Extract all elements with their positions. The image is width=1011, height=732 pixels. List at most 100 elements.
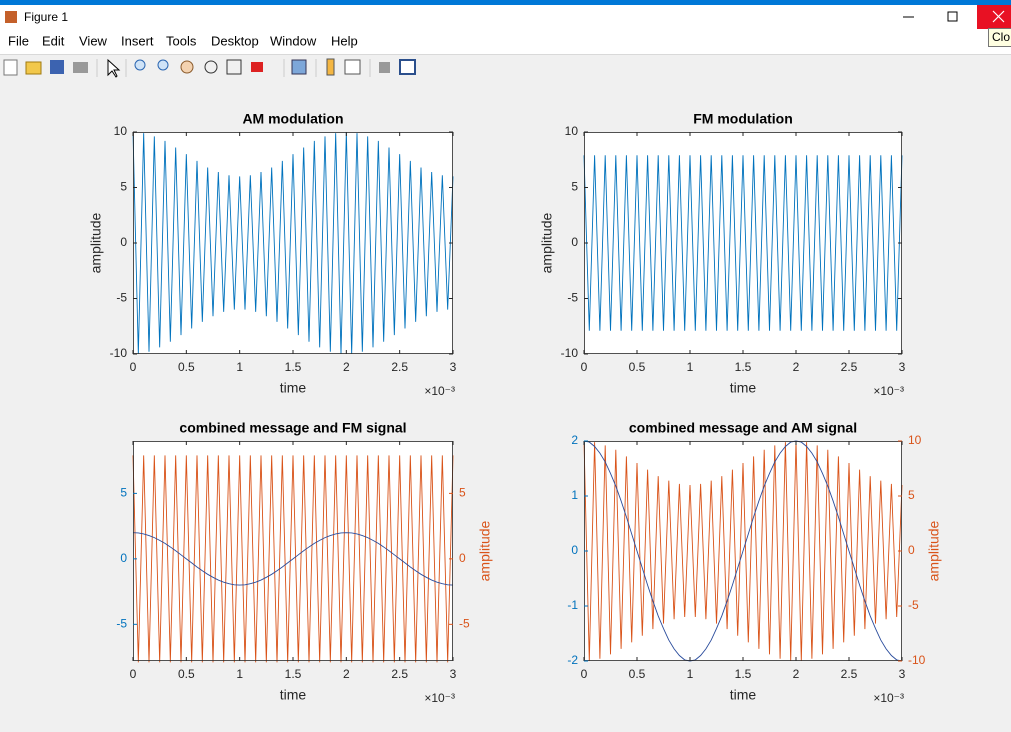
x-tick-label: 3	[899, 667, 906, 681]
y-tick-label: -10	[110, 346, 128, 360]
x-tick-label: 2	[793, 360, 800, 374]
y-tick-label: -1	[567, 598, 578, 612]
y-tick-label: -5	[567, 291, 578, 305]
menu-item[interactable]: Insert	[121, 33, 154, 48]
y-tick-label: 10	[114, 124, 128, 138]
menu-item[interactable]: File	[8, 33, 29, 48]
x-tick-label: 2.5	[391, 667, 408, 681]
y-tick-label: 10	[565, 124, 579, 138]
close-button[interactable]	[977, 5, 1011, 29]
save-icon[interactable]	[50, 60, 64, 74]
x-tick-label: 0	[130, 667, 137, 681]
y-tick-label: 0	[571, 543, 578, 557]
zoom-in-icon[interactable]	[134, 59, 146, 71]
y-tick-label: -5	[116, 617, 127, 631]
menu-item[interactable]: Desktop	[211, 33, 259, 48]
title-bar-accent	[0, 0, 1011, 5]
x-tick-label: 0	[581, 667, 588, 681]
x-tick-label: 3	[899, 360, 906, 374]
menu-item[interactable]: Window	[270, 33, 317, 48]
x-tick-label: 0.5	[629, 667, 646, 681]
signal-line	[132, 131, 454, 355]
y2-tick-label: -5	[908, 598, 919, 612]
menu-item[interactable]: Tools	[166, 33, 197, 48]
open-icon[interactable]	[25, 61, 42, 75]
signal-line	[132, 455, 454, 663]
zoom-out-icon[interactable]	[157, 59, 169, 71]
rotate-icon[interactable]	[204, 60, 218, 74]
chart-title: AM modulation	[242, 111, 343, 127]
y2-tick-label: 0	[459, 551, 466, 565]
x-tick-label: 2	[343, 667, 350, 681]
y-tick-label: 2	[571, 433, 578, 447]
y2-tick-label: 0	[908, 543, 915, 557]
y2-tick-label: -10	[908, 653, 926, 667]
restore-button[interactable]	[947, 11, 958, 22]
new-icon[interactable]	[3, 59, 18, 76]
title-bar	[0, 0, 1011, 33]
x-tick-label: 0	[581, 360, 588, 374]
x-tick-label: 3	[450, 667, 457, 681]
chart-title: combined message and AM signal	[629, 420, 857, 436]
y2-axis-label: amplitude	[477, 520, 493, 581]
x-tick-label: 1.5	[285, 360, 302, 374]
y2-tick-label: 5	[459, 486, 466, 500]
x-tick-label: 1	[236, 360, 243, 374]
legend-icon[interactable]	[344, 59, 361, 75]
window-title: Figure 1	[24, 10, 68, 24]
x-tick-label: 2.5	[841, 360, 858, 374]
chart-title: FM modulation	[693, 111, 793, 127]
x-axis-label: time	[730, 380, 757, 396]
x-tick-label: 1.5	[285, 667, 302, 681]
pointer-icon[interactable]	[107, 58, 121, 78]
signal-line	[132, 532, 454, 586]
x-tick-label: 1.5	[735, 667, 752, 681]
y-tick-label: 5	[120, 486, 127, 500]
x-tick-label: 2	[343, 360, 350, 374]
y-tick-label: -5	[116, 291, 127, 305]
signal-line	[583, 155, 903, 331]
y-tick-label: 1	[571, 488, 578, 502]
link-icon[interactable]	[291, 59, 307, 75]
pan-icon[interactable]	[180, 60, 194, 74]
y2-tick-label: 5	[908, 488, 915, 502]
brush-icon[interactable]	[251, 62, 263, 72]
x-tick-label: 1.5	[735, 360, 752, 374]
y-tick-label: -10	[561, 346, 579, 360]
datatip-icon[interactable]	[226, 59, 242, 75]
y2-axis-label: amplitude	[926, 520, 942, 581]
signal-line	[583, 440, 903, 662]
menu-item[interactable]: View	[79, 33, 108, 48]
x-tick-label: 3	[450, 360, 457, 374]
colorbar-icon[interactable]	[326, 58, 335, 76]
hide-tools-icon[interactable]	[379, 62, 390, 73]
x-exponent-label: ×10⁻³	[424, 691, 455, 705]
x-tick-label: 1	[687, 360, 694, 374]
axes-background	[133, 441, 453, 661]
close-icon	[992, 10, 1005, 23]
y-tick-label: 5	[571, 180, 578, 194]
x-exponent-label: ×10⁻³	[873, 384, 904, 398]
print-icon[interactable]	[73, 62, 88, 73]
x-tick-label: 2.5	[841, 667, 858, 681]
menu-item[interactable]: Help	[331, 33, 358, 48]
x-exponent-label: ×10⁻³	[873, 691, 904, 705]
dock-icon[interactable]	[399, 59, 416, 75]
x-tick-label: 0.5	[178, 667, 195, 681]
chart-title: combined message and FM signal	[179, 420, 406, 436]
y-tick-label: 5	[120, 180, 127, 194]
x-tick-label: 0.5	[178, 360, 195, 374]
x-tick-label: 0.5	[629, 360, 646, 374]
menu-item[interactable]: Edit	[42, 33, 65, 48]
y2-tick-label: -5	[459, 617, 470, 631]
x-exponent-label: ×10⁻³	[424, 384, 455, 398]
x-axis-label: time	[730, 687, 757, 703]
y2-tick-label: 10	[908, 433, 922, 447]
y-axis-label: amplitude	[539, 212, 555, 273]
y-tick-label: 0	[571, 235, 578, 249]
x-axis-label: time	[280, 687, 307, 703]
y-axis-label: amplitude	[88, 212, 104, 273]
tooltip	[988, 28, 1011, 47]
toolbar	[3, 58, 416, 78]
